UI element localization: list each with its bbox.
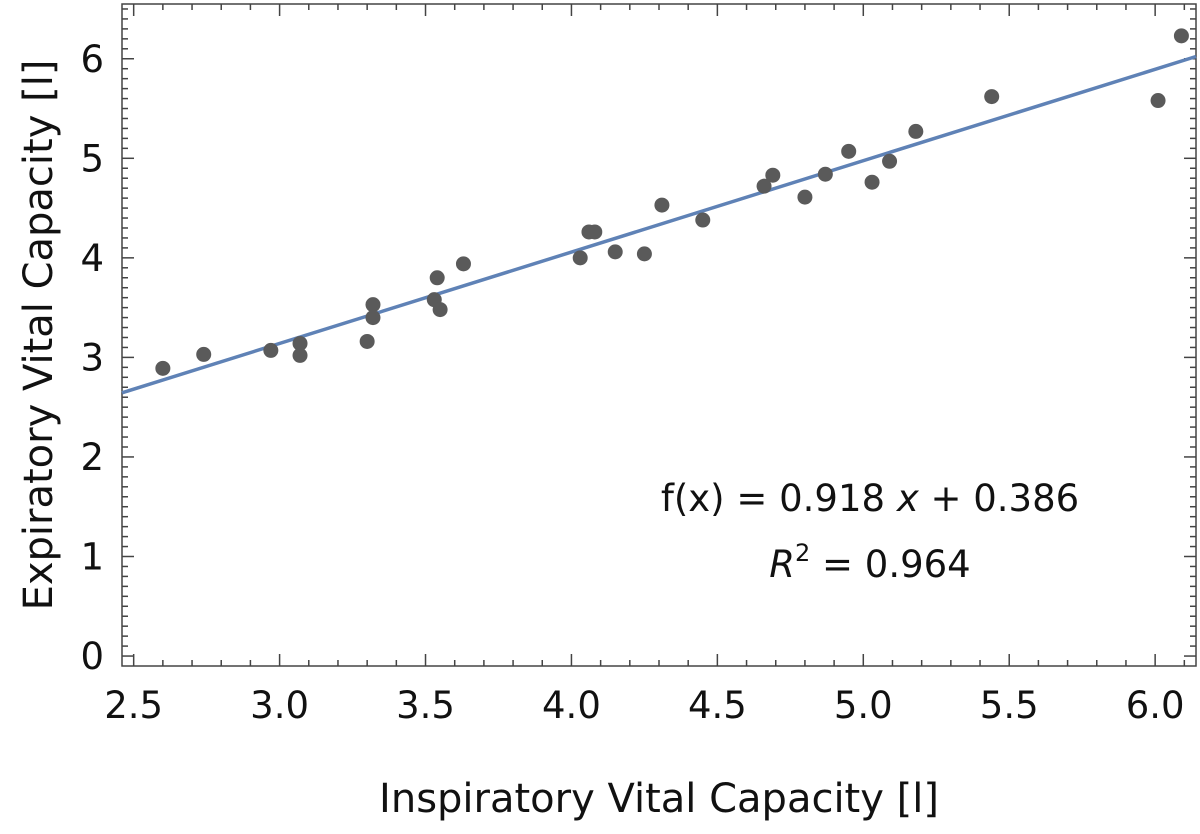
axis-ticks xyxy=(122,4,1196,666)
data-points xyxy=(155,28,1189,376)
y-tick-label: 5 xyxy=(80,137,104,180)
data-point xyxy=(756,178,772,194)
data-point xyxy=(292,335,308,351)
data-point xyxy=(797,189,813,205)
data-point xyxy=(908,123,924,139)
data-point xyxy=(292,347,308,363)
y-tick-label: 6 xyxy=(80,38,104,81)
y-axis-title: Expiratory Vital Capacity [l] xyxy=(16,60,62,611)
y-tick-label: 4 xyxy=(80,237,104,280)
data-point xyxy=(455,256,471,272)
x-tick-label: 2.5 xyxy=(104,684,163,727)
data-point xyxy=(695,212,711,228)
x-tick-label: 5.5 xyxy=(980,684,1039,727)
r-squared-exponent: 2 xyxy=(795,539,810,567)
data-point xyxy=(817,166,833,182)
y-tick-label: 1 xyxy=(80,535,104,578)
x-axis-title: Inspiratory Vital Capacity [l] xyxy=(379,776,939,822)
equation-prefix: f(x) = 0.918 xyxy=(661,477,897,520)
fit-equation-annotation: f(x) = 0.918 x + 0.386 xyxy=(661,477,1079,520)
data-point xyxy=(1173,28,1189,44)
data-point xyxy=(841,143,857,159)
data-point xyxy=(587,224,603,240)
tick-labels: 2.5 3.0 3.5 4.0 4.5 5.0 5.5 6.0 0 1 2 3 4 5 6 xyxy=(80,38,1184,727)
equation-variable: x xyxy=(896,477,920,520)
y-tick-label: 2 xyxy=(80,436,104,479)
data-point xyxy=(263,342,279,358)
x-tick-label: 5.0 xyxy=(834,684,893,727)
plot-frame xyxy=(121,3,1197,667)
data-point xyxy=(882,153,898,169)
data-point xyxy=(432,302,448,318)
data-point xyxy=(155,360,171,376)
data-point xyxy=(984,89,1000,105)
x-tick-label: 6.0 xyxy=(1126,684,1185,727)
data-point xyxy=(864,174,880,190)
data-point xyxy=(429,270,445,286)
data-point xyxy=(607,244,623,260)
y-tick-label: 3 xyxy=(80,336,104,379)
data-point xyxy=(636,246,652,262)
data-point xyxy=(365,310,381,326)
equation-suffix: + 0.386 xyxy=(919,477,1079,520)
x-tick-label: 3.5 xyxy=(396,684,455,727)
x-tick-label: 4.5 xyxy=(688,684,747,727)
regression-line xyxy=(121,54,1197,395)
data-point xyxy=(1150,93,1166,109)
r-squared-value: = 0.964 xyxy=(810,543,970,586)
r-squared-annotation: R2 = 0.964 xyxy=(769,539,970,586)
x-tick-label: 3.0 xyxy=(250,684,309,727)
data-point xyxy=(365,297,381,313)
data-point xyxy=(572,250,588,266)
data-point xyxy=(359,333,375,349)
data-point xyxy=(765,167,781,183)
data-point xyxy=(654,197,670,213)
y-tick-label: 0 xyxy=(80,635,104,678)
data-point xyxy=(196,346,212,362)
r-squared-symbol: R xyxy=(769,543,795,586)
x-tick-label: 4.0 xyxy=(542,684,601,727)
